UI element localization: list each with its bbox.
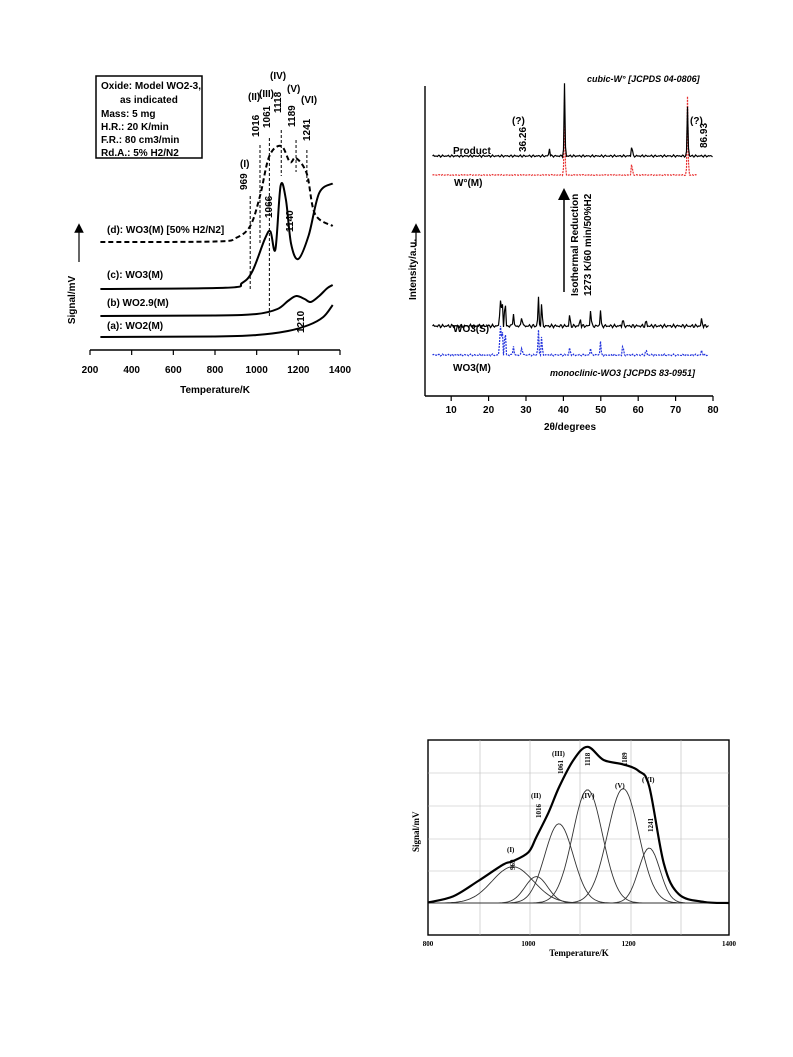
tpr-legend-line-2: as indicated [120,95,178,106]
deconv-II-value: 1016 [535,804,543,819]
xrd-x-tick-label: 70 [670,405,682,416]
tpr-x-tick-label: 1200 [287,365,310,376]
series-c-label: (c): WO3(M) [107,270,163,281]
deconv-component-6 [428,847,729,904]
xrd-x-tick-label: 80 [707,405,719,416]
deconv-V-roman: (V) [615,782,625,790]
tpr-x-ticks: 200 400 600 800 1000 1200 1400 [82,350,352,376]
xrd-x-tick-label: 10 [446,405,458,416]
deconv-envelope [427,745,730,905]
series-WO3-M-label: WO3(M) [453,363,491,374]
deconv-x-tick-label: 1200 [622,940,637,948]
tpr-legend-line-5: F.R.: 80 cm3/min [101,135,179,146]
deconv-I-roman: (I) [507,846,515,854]
xrd-peak-36-26: 36.26 [518,127,529,152]
deconv-x-tick-label: 1000 [521,940,536,948]
series-d-label: (d): WO3(M) [50% H2/N2] [107,225,224,236]
xrd-ref-top: cubic-W° [JCPDS 04-0806] [587,74,701,84]
deconv-x-tick-label: 1400 [722,940,737,948]
tpr-chart: 200 400 600 800 1000 1200 1400 Temperature/K S… [67,71,352,396]
series-W-M-label: W°(M) [454,178,482,189]
series-b-label: (b) WO2.9(M) [107,298,169,309]
series-a-label: (a): WO2(M) [107,321,163,332]
reduction-text-1: Isothermal Reduction [570,194,581,296]
peak-d-V-roman: (V) [287,84,300,95]
tpr-legend-box [95,75,203,159]
tpr-x-tick-label: 1000 [246,365,269,376]
peak-d-VI-roman: (VI) [301,95,317,106]
peak-d-II-roman: (II) [248,92,260,103]
xrd-ref-bottom: monoclinic-WO3 [JCPDS 83-0951] [550,368,696,378]
xrd-x-label: 2θ/degrees [544,422,597,433]
deconv-I-value: 969 [509,859,517,870]
deconv-VI-value: 1241 [647,818,655,833]
peak-d-II-value: 1016 [251,114,262,137]
peak-d-I-roman: (I) [240,159,249,170]
peak-d-V-value: 1189 [287,105,298,127]
deconv-III-value: 1061 [557,760,565,775]
deconv-IV-value: 1118 [584,752,592,766]
deconv-II-roman: (II) [531,792,542,800]
peak-d-III-roman: (III) [259,89,274,100]
xrd-x-tick-label: 20 [483,405,495,416]
tpr-x-tick-label: 200 [82,365,99,376]
deconv-V-value: 1189 [621,752,629,766]
tpr-y-label: Signal/mV [67,276,78,325]
xrd-y-label: Intensity/a.u. [408,239,419,300]
peak-d-VI-value: 1241 [302,118,313,141]
xrd-peak-86-93: 86.93 [699,123,710,148]
tpr-peak-guides [249,130,308,316]
deconv-x-label: Temperature/K [549,948,609,958]
series-WO3-S-label: WO3(S) [453,324,489,335]
xrd-peak-q2: (?) [690,116,703,127]
peak-b-1210: 1210 [296,310,307,333]
deconv-IV-roman: (IV) [582,792,595,800]
series-d-line [100,144,334,243]
tpr-legend-line-4: H.R.: 20 K/min [101,122,169,133]
peak-d-IV-value: 1118 [273,91,284,113]
series-WO3-M-pattern [432,325,709,358]
xrd-chart: 10 20 30 40 50 60 70 80 2θ/degrees Intensity/a.… [408,74,719,433]
tpr-x-tick-label: 600 [165,365,182,376]
series-a-line [100,304,334,338]
xrd-x-tick-label: 60 [633,405,645,416]
xrd-x-tick-label: 50 [595,405,607,416]
tpr-x-tick-label: 1400 [329,365,352,376]
peak-c-1140: 1140 [285,210,296,232]
peak-d-III-value: 1061 [262,105,273,128]
deconvolution-chart: 800 1000 1200 1400 Temperature/K Signal/mV … [411,739,737,958]
deconv-VI-roman: (VI) [642,776,655,784]
tpr-x-tick-label: 400 [123,365,140,376]
series-product-label: Product [453,146,491,157]
xrd-x-ticks: 10 20 30 40 50 60 70 80 [446,396,719,416]
tpr-x-label: Temperature/K [180,385,251,396]
series-WO3-S-pattern [432,296,709,330]
xrd-x-tick-label: 30 [520,405,532,416]
xrd-x-tick-label: 40 [558,405,570,416]
deconv-x-ticks: 800 1000 1200 1400 [423,940,737,948]
series-b-line [100,284,334,317]
xrd-peak-q1: (?) [512,116,525,127]
deconv-x-tick-label: 800 [423,940,434,948]
series-c-line [100,181,334,290]
peak-c-1066: 1066 [264,195,275,218]
series-product-pattern [432,83,713,159]
tpr-legend-line-3: Mass: 5 mg [101,109,155,120]
peak-d-I-value: 969 [239,173,250,190]
deconv-y-label: Signal/mV [411,811,421,852]
deconv-III-roman: (III) [552,750,566,758]
reduction-text-2: 1273 K/60 min/50%H2 [583,193,594,296]
tpr-legend-line-6: Rd.A.: 5% H2/N2 [101,148,179,159]
tpr-x-tick-label: 800 [207,365,224,376]
deconv-frame [427,739,730,936]
peak-d-IV-roman: (IV) [270,71,286,82]
tpr-legend-line-1: Oxide: Model WO2-3, [101,81,201,92]
deconv-components [428,788,729,904]
